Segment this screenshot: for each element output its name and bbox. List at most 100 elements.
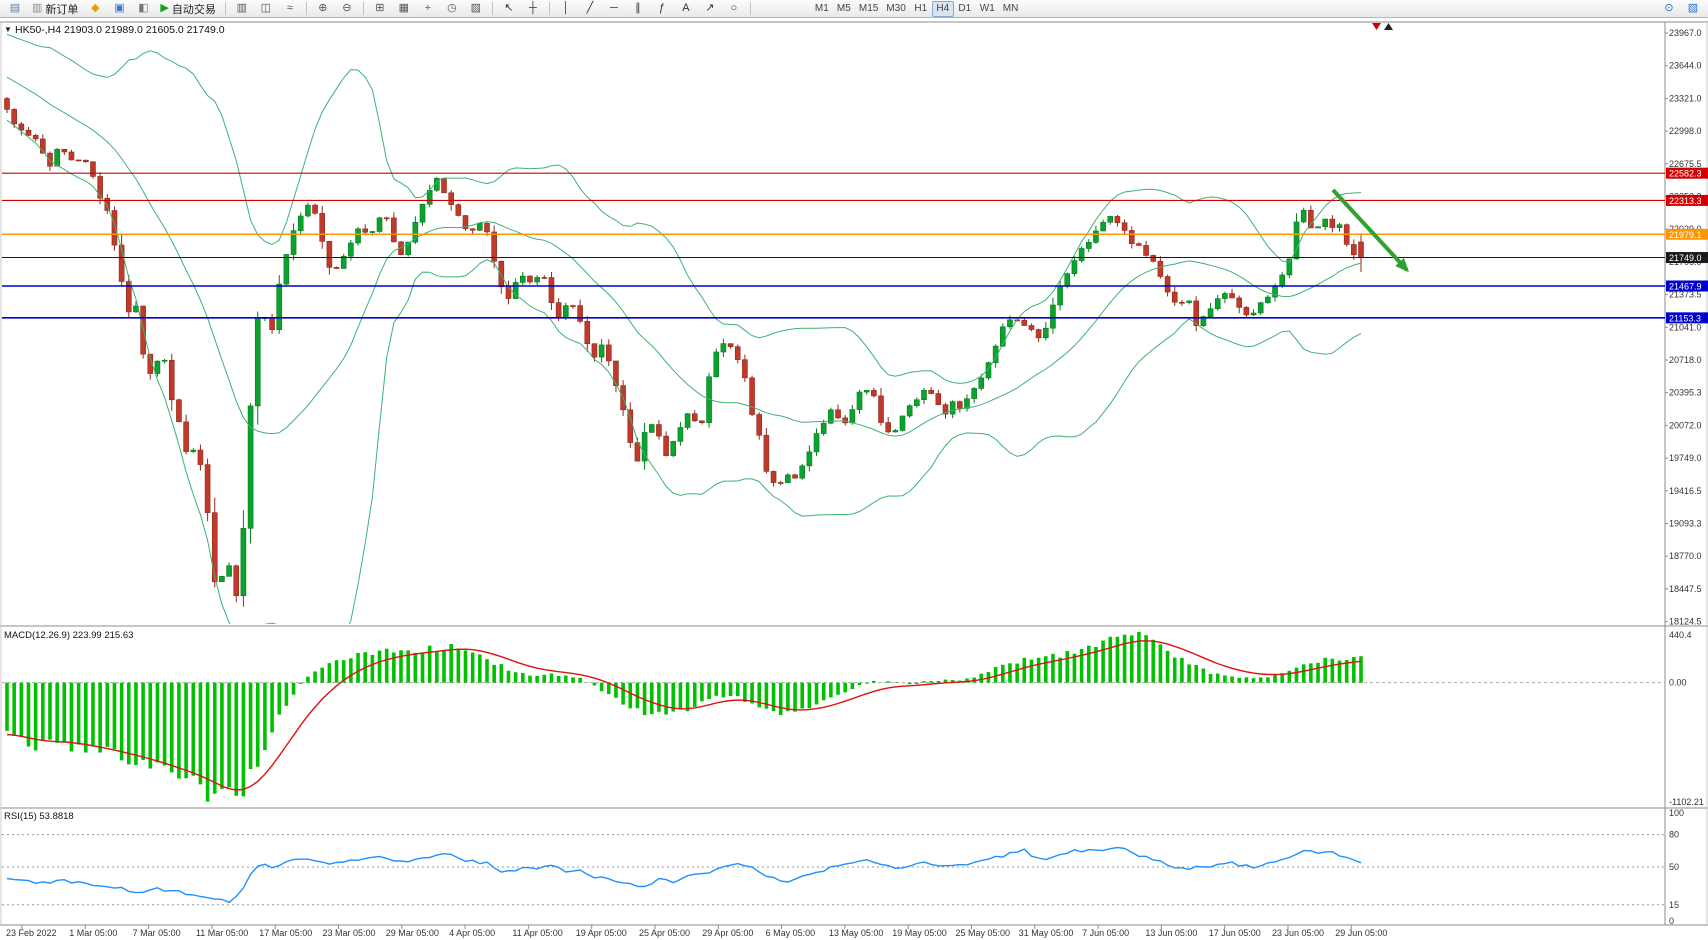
tf-m1[interactable]: M1 xyxy=(811,1,833,17)
grid-icon: ▦ xyxy=(398,2,410,14)
svg-text:19749.0: 19749.0 xyxy=(1669,453,1702,463)
svg-text:1 Mar 05:00: 1 Mar 05:00 xyxy=(69,928,117,938)
fibonacci-button[interactable]: ƒ xyxy=(650,1,674,17)
arrows-button[interactable]: ↗ xyxy=(698,1,722,17)
toolbar-group: ⊙ ▧ xyxy=(1657,1,1705,17)
svg-text:21373.5: 21373.5 xyxy=(1669,290,1702,300)
time-axis[interactable]: 23 Feb 2022 1 Mar 05:00 7 Mar 05:00 11 Mar … xyxy=(6,925,1387,938)
svg-text:22582.3: 22582.3 xyxy=(1669,169,1702,179)
tf-d1[interactable]: D1 xyxy=(954,1,976,17)
cursor-button[interactable]: ↖ xyxy=(497,1,521,17)
svg-text:22675.5: 22675.5 xyxy=(1669,159,1702,169)
svg-text:4 Apr 05:00: 4 Apr 05:00 xyxy=(449,928,495,938)
svg-text:18124.5: 18124.5 xyxy=(1669,617,1702,627)
svg-text:50: 50 xyxy=(1669,862,1679,872)
main-toolbar: ▤ ▥ 新订单 ◆ ▣ ◧ ▶ 自动交易 ▥ ◫ ≈ ⊕ ⊖ ⊞ ▦ + ◷ ▨ ↖ ┼ │ ╱ ─ ∥ ƒ A ↗ ○ M1 M5 M15… xyxy=(0,0,1708,18)
toolbar-separator xyxy=(224,2,226,15)
svg-text:19 Apr 05:00: 19 Apr 05:00 xyxy=(576,928,627,938)
svg-text:440.4: 440.4 xyxy=(1669,630,1692,640)
clock-icon: ◷ xyxy=(447,2,457,14)
svg-text:18447.5: 18447.5 xyxy=(1669,584,1702,594)
horizontal-lines[interactable] xyxy=(2,172,1665,319)
svg-text:23 Feb 2022: 23 Feb 2022 xyxy=(6,928,57,938)
tf-h1[interactable]: H1 xyxy=(910,1,932,17)
tf-w1[interactable]: W1 xyxy=(976,1,999,17)
channel-button[interactable]: ∥ xyxy=(626,1,650,17)
svg-text:21153.3: 21153.3 xyxy=(1669,313,1701,323)
svg-text:RSI(15) 53.8818: RSI(15) 53.8818 xyxy=(4,811,74,822)
chart-window[interactable]: 23967.023644.023321.022998.022675.522352… xyxy=(0,18,1708,940)
shapes-button[interactable]: ○ xyxy=(722,1,746,17)
tf-h1-label: H1 xyxy=(914,3,928,14)
toolbar-separator xyxy=(362,2,364,15)
line-chart-button[interactable]: ≈ xyxy=(278,1,302,17)
trend-arrow[interactable] xyxy=(1331,188,1410,273)
periods-button[interactable]: ◷ xyxy=(440,1,464,17)
vertical-line-button[interactable]: │ xyxy=(554,1,578,17)
svg-text:20395.3: 20395.3 xyxy=(1669,388,1702,398)
metaquotes-button[interactable]: ◆ xyxy=(83,1,107,17)
data-window-button[interactable]: ▧ xyxy=(1681,1,1705,17)
toolbar-separator xyxy=(548,2,550,15)
chart-shift-marker[interactable] xyxy=(1372,23,1393,30)
bar-chart-button[interactable]: ▥ xyxy=(230,1,254,17)
zoom-in-button[interactable]: ⊕ xyxy=(311,1,335,17)
svg-text:23644.0: 23644.0 xyxy=(1669,61,1702,71)
zoom-out-button[interactable]: ⊖ xyxy=(335,1,359,17)
bar-chart-icon: ▥ xyxy=(236,2,248,14)
tf-m15-label: M15 xyxy=(858,3,879,14)
toolbar-group: ▥ ◫ ≈ xyxy=(230,1,302,17)
text-button[interactable]: A xyxy=(674,1,698,17)
orange-pivot-line-tag xyxy=(1666,228,1708,240)
svg-text:22313.3: 22313.3 xyxy=(1669,196,1702,206)
svg-text:21979.1: 21979.1 xyxy=(1669,230,1702,240)
toolbar-separator xyxy=(491,2,493,15)
svg-text:31 May 05:00: 31 May 05:00 xyxy=(1019,928,1074,938)
tf-m5[interactable]: M5 xyxy=(833,1,855,17)
profiles-button[interactable]: ◧ xyxy=(131,1,155,17)
svg-text:17 Mar 05:00: 17 Mar 05:00 xyxy=(259,928,312,938)
toolbar-group: ⊞ ▦ + ◷ ▨ xyxy=(368,1,488,17)
tile-windows-button[interactable]: ⊞ xyxy=(368,1,392,17)
resistance-line-2-tag xyxy=(1666,194,1708,206)
svg-text:23321.0: 23321.0 xyxy=(1669,93,1702,103)
horizontal-line-button[interactable]: ─ xyxy=(602,1,626,17)
svg-text:21467.9: 21467.9 xyxy=(1669,282,1702,292)
crosshair-button[interactable]: ┼ xyxy=(521,1,545,17)
tf-m5-label: M5 xyxy=(836,3,851,14)
candlestick-icon: ◫ xyxy=(260,2,272,14)
support-line-1-tag xyxy=(1666,280,1708,292)
svg-text:23 Jun 05:00: 23 Jun 05:00 xyxy=(1272,928,1324,938)
autotrading-button[interactable]: ▶ 自动交易 xyxy=(155,1,220,17)
tf-h4[interactable]: H4 xyxy=(931,0,954,17)
svg-text:7 Mar 05:00: 7 Mar 05:00 xyxy=(133,928,181,938)
svg-text:21749.0: 21749.0 xyxy=(1669,253,1702,263)
fibonacci-icon: ƒ xyxy=(658,2,665,14)
trendline-button[interactable]: ╱ xyxy=(578,1,602,17)
svg-text:HK50-,H4 21903.0 21989.0 21605: HK50-,H4 21903.0 21989.0 21605.0 21749.0 xyxy=(15,24,225,36)
svg-text:0.00: 0.00 xyxy=(1669,678,1687,688)
templates-button[interactable]: ▨ xyxy=(464,1,488,17)
toolbar-group: │ ╱ ─ ∥ ƒ A ↗ ○ xyxy=(554,1,746,17)
svg-text:11 Apr 05:00: 11 Apr 05:00 xyxy=(512,928,562,938)
svg-text:20072.0: 20072.0 xyxy=(1669,420,1702,430)
new-order-button[interactable]: ▥ 新订单 xyxy=(27,1,83,17)
price-axis[interactable]: 23967.023644.023321.022998.022675.522352… xyxy=(1665,28,1702,627)
svg-text:21041.0: 21041.0 xyxy=(1669,322,1702,332)
arrow-icon: ↗ xyxy=(705,2,715,14)
search-button[interactable]: ⊙ xyxy=(1657,1,1681,17)
tf-mn[interactable]: MN xyxy=(999,1,1023,17)
community-button[interactable]: ▣ xyxy=(107,1,131,17)
bollinger-bands xyxy=(6,33,1362,624)
indicators-button[interactable]: + xyxy=(416,1,440,17)
new-chart-button[interactable]: ▤ xyxy=(3,1,27,17)
svg-text:19093.3: 19093.3 xyxy=(1669,519,1702,529)
svg-text:6 May 05:00: 6 May 05:00 xyxy=(766,928,816,938)
toolbar-separator xyxy=(305,2,307,15)
candlestick-chart-button[interactable]: ◫ xyxy=(254,1,278,17)
tf-m15[interactable]: M15 xyxy=(855,1,882,17)
tf-m30[interactable]: M30 xyxy=(882,1,909,17)
svg-text:-1102.21: -1102.21 xyxy=(1669,797,1704,807)
grid-button[interactable]: ▦ xyxy=(392,1,416,17)
svg-text:19416.5: 19416.5 xyxy=(1669,486,1702,496)
